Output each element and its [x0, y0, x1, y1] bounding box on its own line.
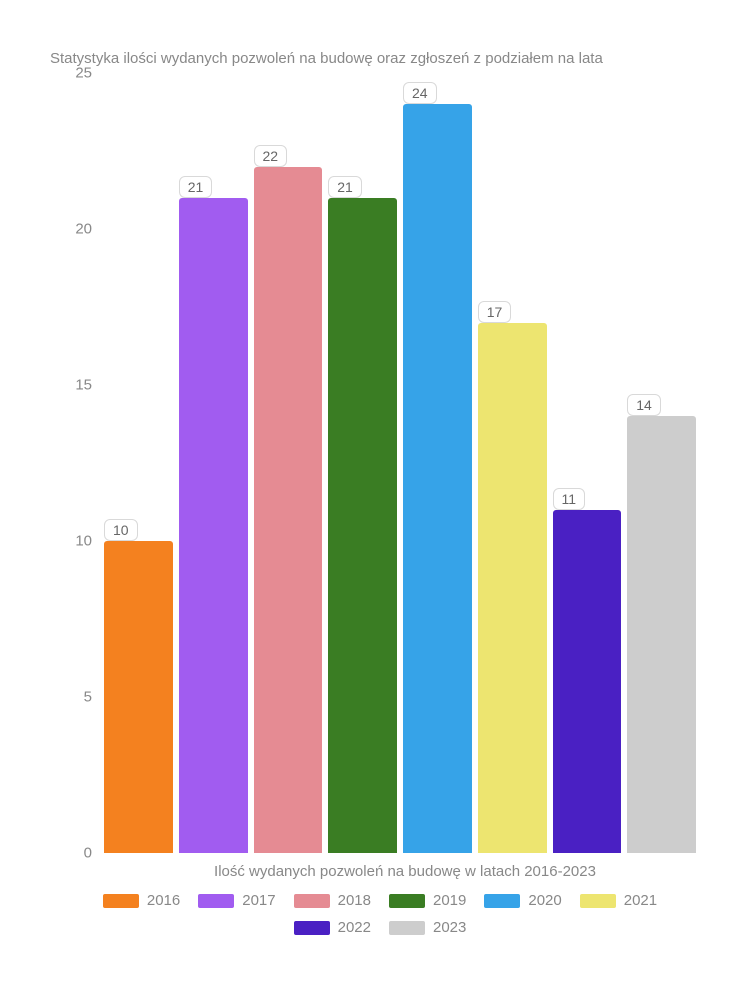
y-tick: 25: [75, 65, 92, 82]
legend-swatch: [294, 894, 330, 908]
legend-label: 2023: [433, 919, 466, 936]
y-axis: 0510152025: [50, 73, 100, 853]
legend-swatch: [389, 921, 425, 935]
plot-area: 0510152025 1021222124171114: [100, 73, 700, 853]
bar-2016: 10: [104, 73, 173, 853]
chart-title: Statystyka ilości wydanych pozwoleń na b…: [50, 50, 710, 67]
bars-group: 1021222124171114: [100, 73, 700, 853]
bar-value-label: 17: [478, 301, 512, 323]
legend-label: 2018: [338, 892, 371, 909]
bar-rect: 24: [403, 104, 472, 853]
bar-2021: 17: [478, 73, 547, 853]
bar-2022: 11: [553, 73, 622, 853]
legend-label: 2017: [242, 892, 275, 909]
legend-item-2018: 2018: [294, 892, 371, 909]
legend-label: 2019: [433, 892, 466, 909]
bar-value-label: 10: [104, 519, 138, 541]
bar-rect: 11: [553, 510, 622, 853]
legend-swatch: [389, 894, 425, 908]
legend-label: 2020: [528, 892, 561, 909]
legend-label: 2021: [624, 892, 657, 909]
legend-swatch: [294, 921, 330, 935]
y-tick: 0: [84, 845, 92, 862]
bar-value-label: 21: [328, 176, 362, 198]
legend-swatch: [103, 894, 139, 908]
bar-2023: 14: [627, 73, 696, 853]
bar-value-label: 14: [627, 394, 661, 416]
bar-rect: 10: [104, 541, 173, 853]
legend-item-2023: 2023: [389, 919, 466, 936]
bar-value-label: 22: [254, 145, 288, 167]
legend: 2016 2017 2018 2019 2020 2021 2022 2023: [70, 892, 690, 936]
legend-label: 2022: [338, 919, 371, 936]
legend-item-2020: 2020: [484, 892, 561, 909]
y-tick: 20: [75, 221, 92, 238]
bar-rect: 17: [478, 323, 547, 853]
bar-value-label: 21: [179, 176, 213, 198]
legend-item-2021: 2021: [580, 892, 657, 909]
legend-swatch: [198, 894, 234, 908]
bar-rect: 21: [179, 198, 248, 853]
bar-rect: 21: [328, 198, 397, 853]
x-axis-label: Ilość wydanych pozwoleń na budowę w lata…: [100, 863, 710, 880]
legend-item-2019: 2019: [389, 892, 466, 909]
bar-2020: 24: [403, 73, 472, 853]
legend-swatch: [580, 894, 616, 908]
y-tick: 5: [84, 689, 92, 706]
bar-rect: 14: [627, 416, 696, 853]
legend-label: 2016: [147, 892, 180, 909]
legend-item-2017: 2017: [198, 892, 275, 909]
y-tick: 10: [75, 533, 92, 550]
y-tick: 15: [75, 377, 92, 394]
bar-2019: 21: [328, 73, 397, 853]
legend-item-2016: 2016: [103, 892, 180, 909]
bar-value-label: 11: [553, 488, 586, 510]
bar-rect: 22: [254, 167, 323, 853]
bar-value-label: 24: [403, 82, 437, 104]
legend-swatch: [484, 894, 520, 908]
bar-2018: 22: [254, 73, 323, 853]
chart-container: Statystyka ilości wydanych pozwoleń na b…: [0, 0, 750, 1000]
bar-2017: 21: [179, 73, 248, 853]
legend-item-2022: 2022: [294, 919, 371, 936]
